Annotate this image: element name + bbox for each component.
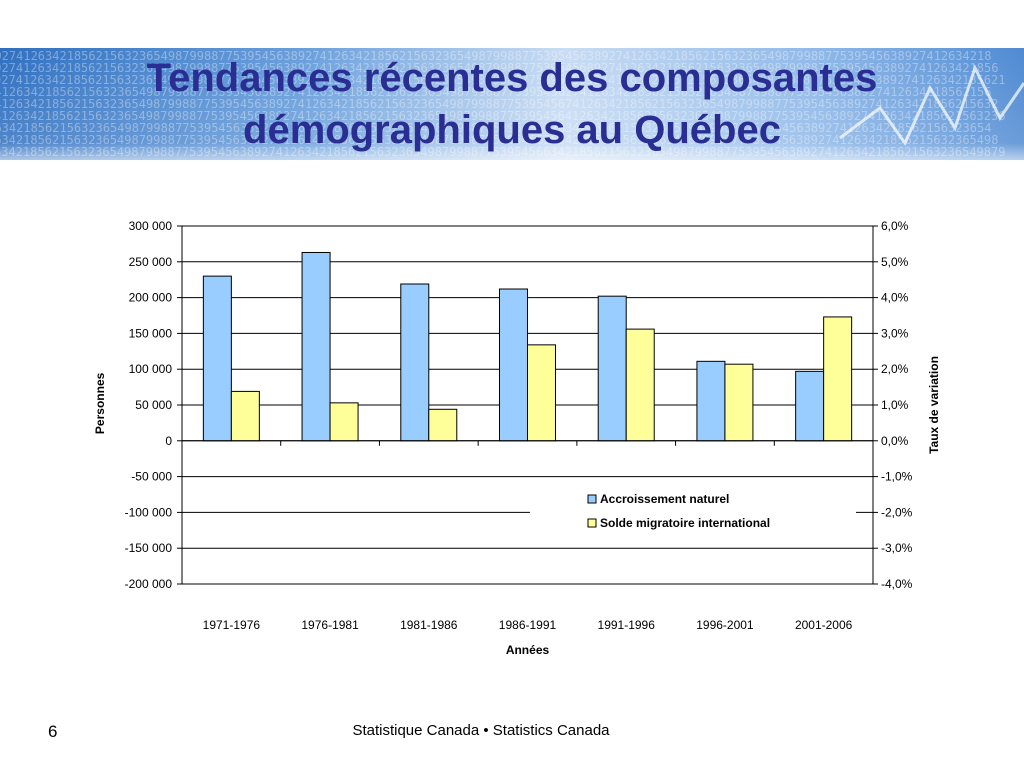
bar <box>527 344 556 442</box>
title-banner: 3892741263421856215632365498799887753954… <box>0 48 1024 160</box>
bar <box>428 408 458 442</box>
y2-tick-label: -3,0% <box>881 541 913 555</box>
bar <box>230 390 260 442</box>
y2-tick-label: 1,0% <box>881 398 909 412</box>
legend-box <box>530 486 856 544</box>
bar <box>795 370 825 442</box>
y2-tick-label: 5,0% <box>881 255 909 269</box>
x-tick-label: 1981-1986 <box>400 618 458 632</box>
y2-tick-label: 4,0% <box>881 291 909 305</box>
x-axis-label: Années <box>506 643 550 657</box>
legend-label: Solde migratoire international <box>600 516 770 530</box>
bar <box>597 295 627 442</box>
y2-tick-label: -2,0% <box>881 505 913 519</box>
y-axis-label: Personnes <box>93 372 107 434</box>
y2-tick-label: -4,0% <box>881 577 913 591</box>
y-tick-label: -50 000 <box>131 470 172 484</box>
bar <box>823 316 853 442</box>
bar <box>724 363 754 442</box>
slide-title-line2: démographiques au Québec <box>243 108 781 152</box>
slide-title-line1: Tendances récentes des composantes <box>146 56 878 100</box>
slide-title: Tendances récentes des composantes démog… <box>0 52 1024 156</box>
x-tick-label: 1986-1991 <box>499 618 557 632</box>
y2-axis-label: Taux de variation <box>927 356 941 454</box>
bar <box>202 275 232 442</box>
y-tick-label: 200 000 <box>129 291 173 305</box>
y2-tick-label: 3,0% <box>881 326 909 340</box>
x-tick-label: 2001-2006 <box>795 618 853 632</box>
bar <box>301 251 331 442</box>
page-number: 6 <box>48 722 58 741</box>
x-tick-label: 1976-1981 <box>301 618 359 632</box>
y-tick-label: 300 000 <box>129 219 173 233</box>
legend-swatch <box>587 518 597 528</box>
y2-tick-label: 0,0% <box>881 434 909 448</box>
bar <box>499 288 528 442</box>
legend-swatch <box>587 494 597 504</box>
y2-tick-label: -1,0% <box>881 470 913 484</box>
y-tick-label: 0 <box>165 434 172 448</box>
y-tick-label: 50 000 <box>135 398 172 412</box>
bar <box>696 360 726 442</box>
y-tick-label: 250 000 <box>129 255 173 269</box>
footer-text: Statistique Canada • Statistics Canada <box>352 722 610 739</box>
bar <box>329 402 359 442</box>
x-tick-label: 1971-1976 <box>203 618 261 632</box>
bar <box>400 283 430 442</box>
x-tick-label: 1996-2001 <box>696 618 754 632</box>
y-tick-label: -150 000 <box>125 541 173 555</box>
y2-tick-label: 2,0% <box>881 362 909 376</box>
y-tick-label: 150 000 <box>129 326 173 340</box>
y-tick-label: -100 000 <box>125 505 173 519</box>
bar <box>625 328 655 442</box>
y2-tick-label: 6,0% <box>881 219 909 233</box>
y-tick-label: -200 000 <box>125 577 173 591</box>
banner-background: 3892741263421856215632365498799887753954… <box>0 48 1024 160</box>
y-tick-label: 100 000 <box>129 362 173 376</box>
legend-label: Accroissement naturel <box>600 492 729 506</box>
x-tick-label: 1991-1996 <box>598 618 656 632</box>
